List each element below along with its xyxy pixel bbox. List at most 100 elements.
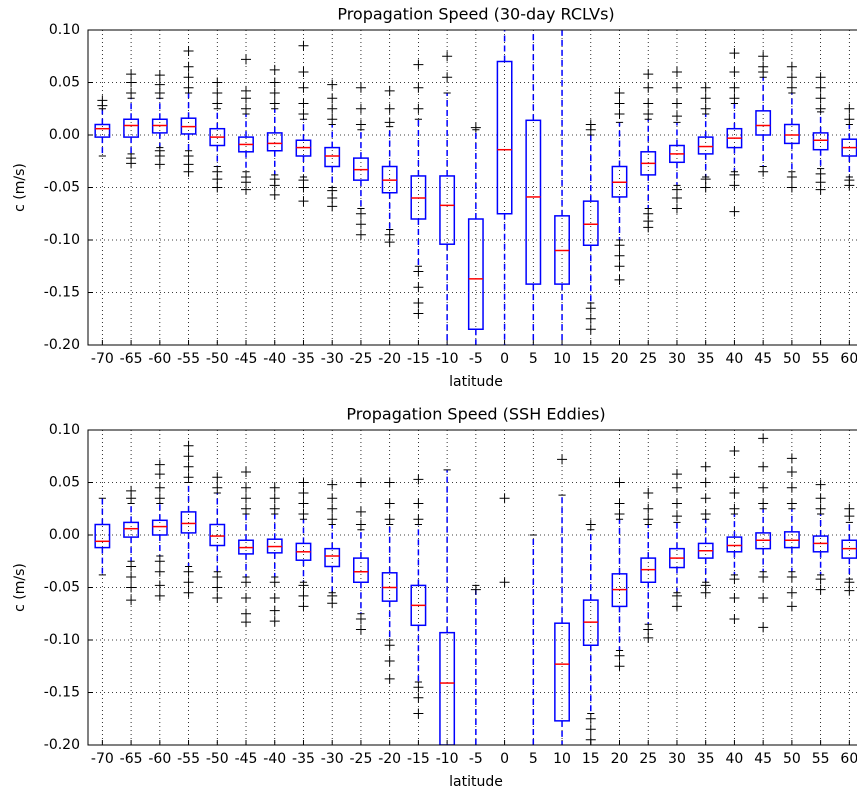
flier bbox=[815, 503, 826, 514]
x-tick-label: 50 bbox=[783, 751, 801, 767]
flier bbox=[183, 151, 194, 161]
flier bbox=[643, 69, 654, 80]
flier bbox=[183, 72, 194, 83]
flier bbox=[729, 503, 740, 514]
flier bbox=[700, 587, 711, 598]
box bbox=[180, 511, 197, 534]
flier bbox=[585, 313, 596, 324]
flier bbox=[758, 498, 769, 509]
flier bbox=[815, 574, 826, 585]
flier bbox=[729, 206, 740, 217]
flier bbox=[355, 624, 366, 635]
y-tick-label: 0.00 bbox=[49, 527, 80, 543]
x-tick-label: -70 bbox=[91, 351, 114, 367]
x-tick-label: 5 bbox=[529, 751, 538, 767]
flier bbox=[729, 48, 740, 59]
y-axis-label: c (m/s) bbox=[12, 163, 28, 212]
y-tick-label: -0.05 bbox=[44, 180, 80, 196]
y-tick-label: -0.10 bbox=[44, 632, 80, 648]
flier bbox=[758, 433, 769, 444]
flier bbox=[786, 182, 797, 193]
flier bbox=[327, 93, 338, 104]
x-tick-label: 45 bbox=[754, 351, 772, 367]
flier bbox=[614, 240, 625, 251]
flier bbox=[183, 82, 194, 93]
flier bbox=[355, 229, 366, 240]
flier bbox=[183, 587, 194, 598]
box bbox=[726, 536, 743, 553]
flier bbox=[585, 519, 596, 530]
y-tick-label: 0.10 bbox=[49, 22, 80, 38]
flier bbox=[126, 69, 137, 80]
flier bbox=[758, 622, 769, 633]
flier bbox=[815, 168, 826, 179]
flier bbox=[298, 488, 309, 498]
flier bbox=[758, 461, 769, 472]
box bbox=[209, 523, 226, 547]
flier bbox=[413, 682, 424, 693]
flier bbox=[327, 598, 338, 609]
x-tick-label: 30 bbox=[668, 751, 686, 767]
x-tick-label: -25 bbox=[349, 351, 372, 367]
flier bbox=[671, 590, 682, 601]
flier bbox=[384, 85, 395, 96]
flier bbox=[154, 482, 165, 493]
flier bbox=[241, 493, 252, 504]
flier bbox=[355, 614, 366, 624]
plot-frame bbox=[87, 29, 857, 346]
flier bbox=[355, 103, 366, 114]
x-tick-label: -5 bbox=[469, 751, 483, 767]
flier bbox=[758, 51, 769, 62]
x-axis-label: latitude bbox=[449, 774, 503, 790]
flier bbox=[700, 182, 711, 193]
x-tick-label: 15 bbox=[582, 351, 600, 367]
flier bbox=[298, 40, 309, 51]
flier bbox=[327, 479, 338, 490]
x-tick-label: 25 bbox=[639, 351, 657, 367]
flier bbox=[212, 88, 223, 98]
chart-title: Propagation Speed (SSH Eddies) bbox=[346, 405, 605, 424]
flier bbox=[327, 514, 338, 525]
y-tick-label: -0.10 bbox=[44, 232, 80, 248]
flier bbox=[413, 308, 424, 319]
flier bbox=[413, 82, 424, 93]
flier bbox=[729, 82, 740, 93]
flier bbox=[815, 82, 826, 93]
x-tick-label: -15 bbox=[407, 351, 430, 367]
flier bbox=[729, 472, 740, 483]
flier bbox=[671, 482, 682, 493]
flier bbox=[729, 574, 740, 585]
flier bbox=[355, 477, 366, 488]
flier bbox=[384, 117, 395, 128]
y-tick-label: 0.05 bbox=[49, 475, 80, 491]
flier bbox=[671, 511, 682, 522]
flier bbox=[499, 493, 510, 504]
flier bbox=[413, 266, 424, 277]
flier bbox=[154, 556, 165, 567]
flier bbox=[355, 119, 366, 130]
flier bbox=[212, 472, 223, 483]
plot-frame bbox=[87, 429, 857, 746]
flier bbox=[786, 82, 797, 93]
x-tick-label: -30 bbox=[321, 351, 344, 367]
flier bbox=[183, 440, 194, 451]
flier bbox=[298, 498, 309, 509]
flier bbox=[126, 158, 137, 169]
x-tick-label: -40 bbox=[263, 351, 286, 367]
flier bbox=[212, 582, 223, 593]
flier bbox=[97, 95, 108, 106]
flier bbox=[671, 82, 682, 93]
x-tick-label: -10 bbox=[436, 751, 459, 767]
flier bbox=[126, 572, 137, 582]
flier bbox=[758, 166, 769, 177]
flier bbox=[815, 479, 826, 490]
box bbox=[324, 547, 341, 568]
flier bbox=[154, 70, 165, 81]
box bbox=[439, 631, 456, 745]
flier bbox=[413, 282, 424, 293]
flier bbox=[212, 174, 223, 185]
flier bbox=[183, 577, 194, 588]
flier bbox=[183, 461, 194, 472]
x-tick-label: 40 bbox=[726, 351, 744, 367]
